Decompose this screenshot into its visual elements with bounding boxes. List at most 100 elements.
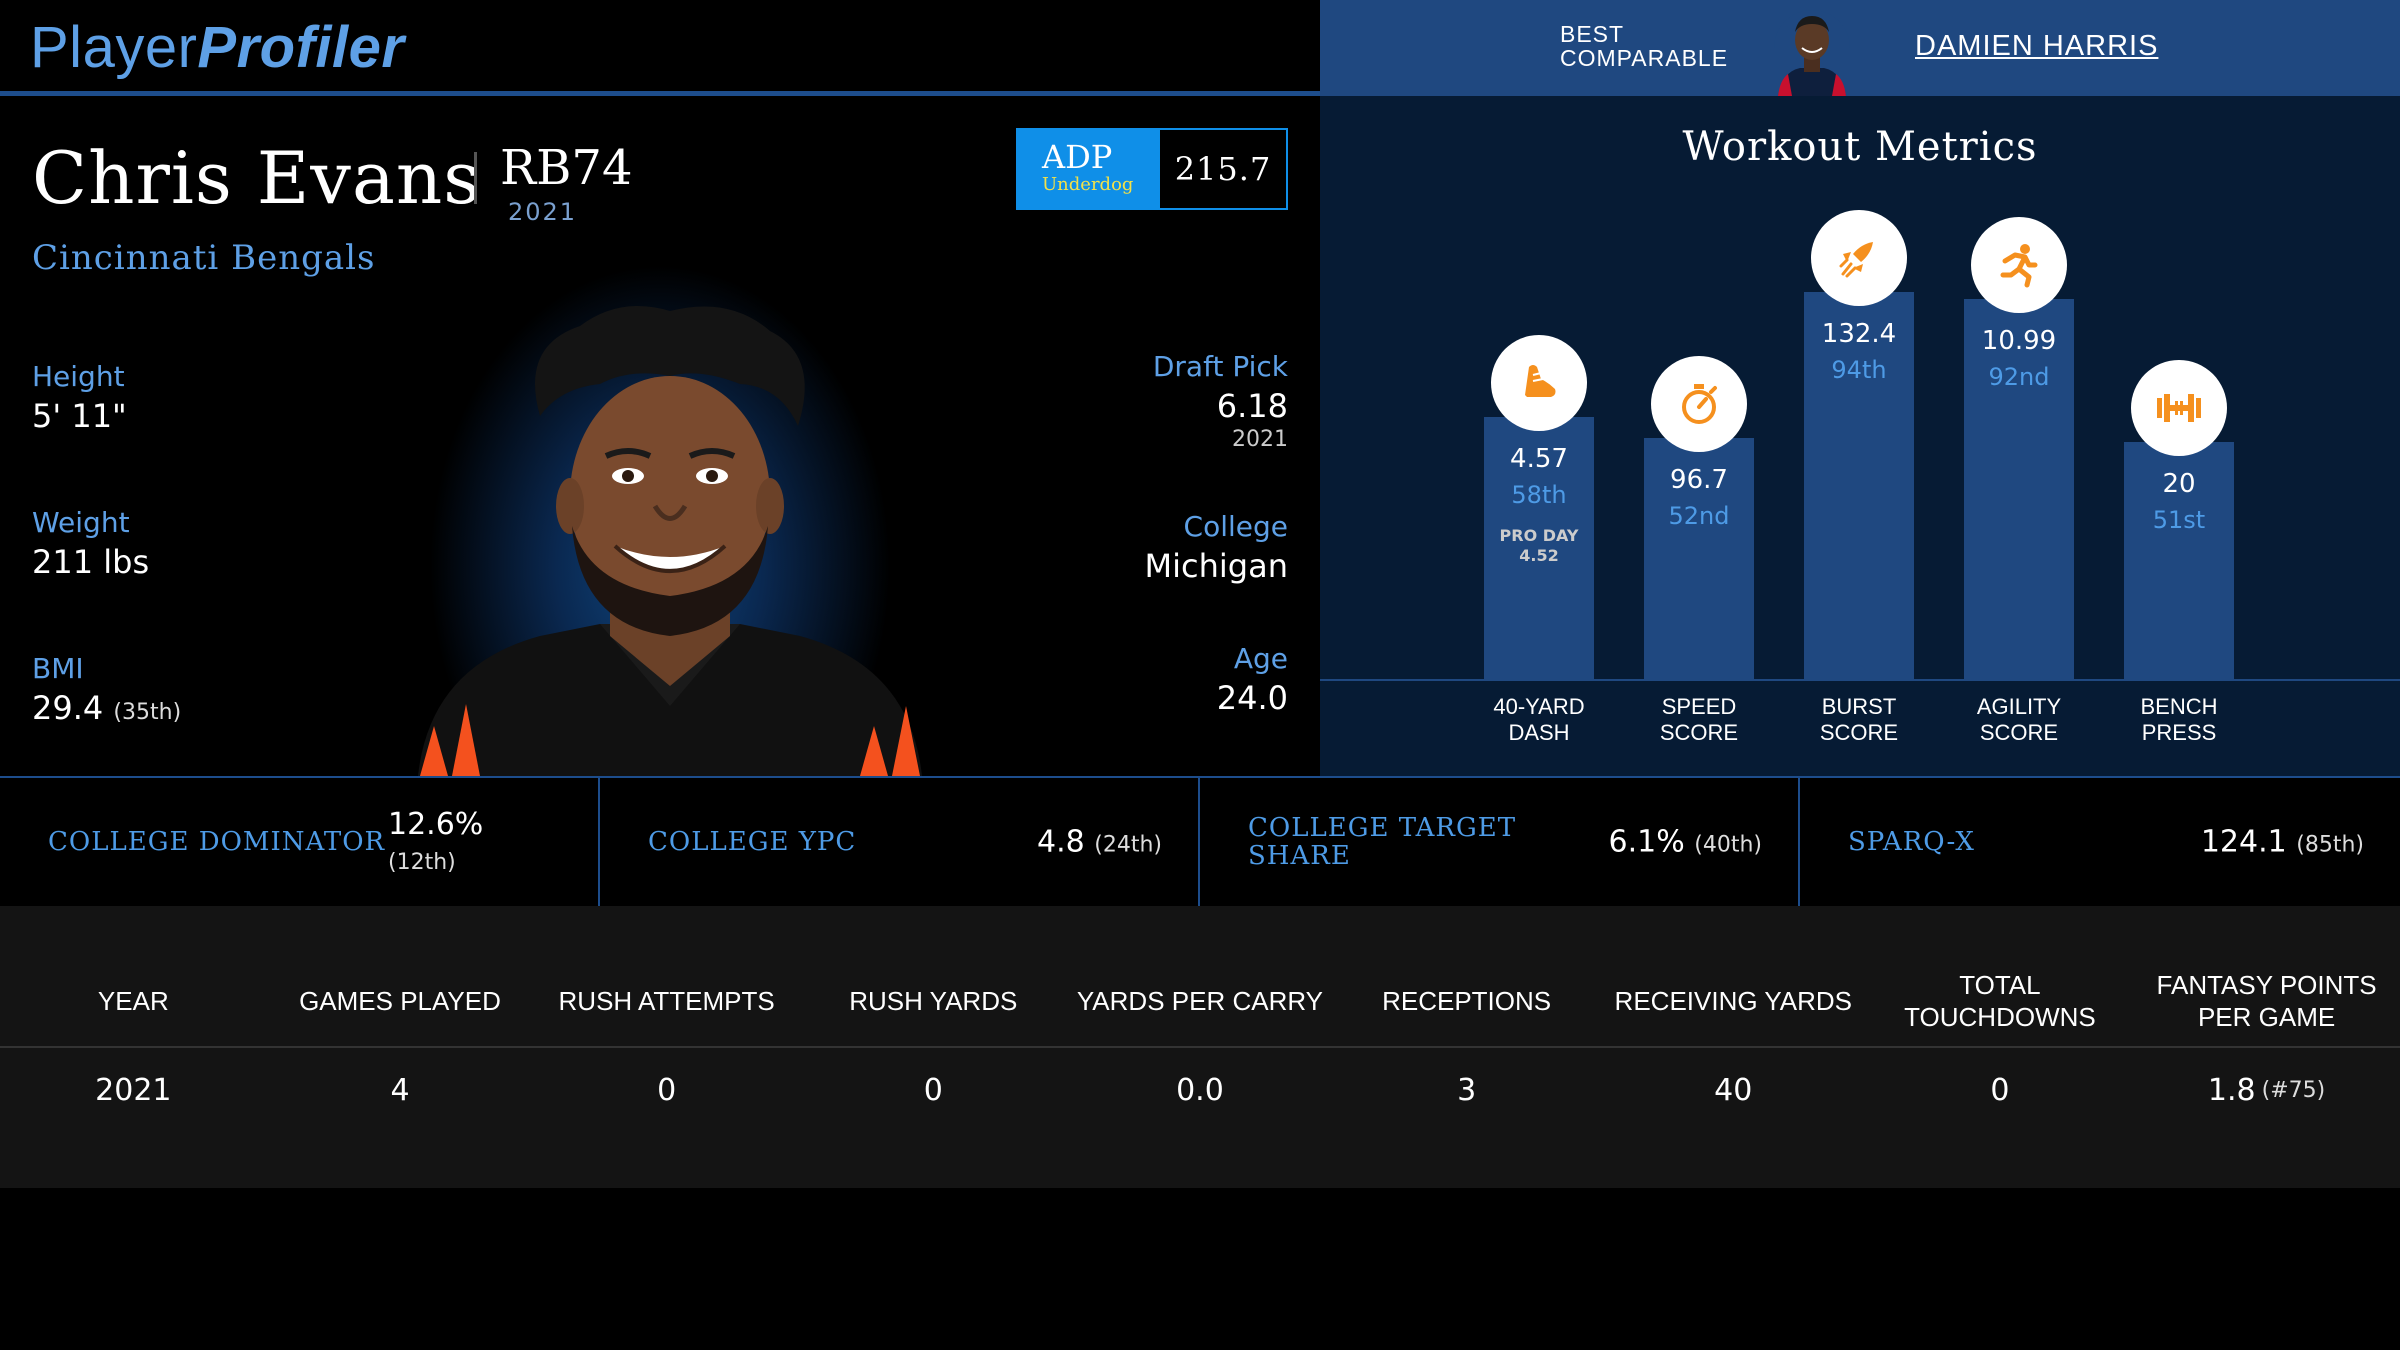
adp-value: 215.7 [1160,130,1286,208]
bmi-stat: BMI 29.4 (35th) [32,652,181,727]
college-label: College [1183,510,1288,543]
cell-year: 2021 [95,1072,172,1108]
adp-label-box: ADP Underdog [1018,130,1160,208]
name-divider [474,152,477,204]
bar-label-40-yard-dash-line1: 40-YARD [1493,694,1584,719]
table-row: 2021 4 0 0 0.0 3 40 0 1.8 (#75) [0,1050,2400,1130]
pro-day-value: 4.52 [1519,546,1558,565]
bar-burst-score[interactable] [1804,292,1914,680]
draft-pick-label: Draft Pick [1152,350,1288,383]
best-comparable-link[interactable]: DAMIEN HARRIS [1915,30,2159,62]
bar-bench-press[interactable] [2124,442,2234,680]
bar-40-yard-dash[interactable] [1484,417,1594,680]
best-comparable-avatar[interactable] [1774,10,1850,96]
weight-value: 211 lbs [32,543,150,581]
cell-fantasy-points-per-game: 1.8 (#75) [2133,1050,2400,1130]
bar-agility-score[interactable] [1964,299,2074,680]
bmi-rank: (35th) [113,700,182,725]
col-games-played[interactable]: GAMES PLAYED [299,986,501,1016]
college-target-share-metric: COLLEGE TARGET SHARE 6.1% (40th) [1200,778,1800,906]
bar-label-burst-score-line2: SCORE [1820,720,1898,745]
adp-box: ADP Underdog 215.7 [1016,128,1288,210]
col-rush-yards[interactable]: RUSH YARDS [849,986,1018,1016]
workout-metrics-panel: Workout Metrics 4.57 58th PRO DAY 4.52 40-YA… [1320,96,2400,776]
cell-total-touchdowns: 0 [1990,1072,2010,1108]
col-total-touchdowns[interactable]: TOTAL TOUCHDOWNS [1904,970,2096,1032]
bar-percentile-speed-score: 52nd [1669,502,1730,530]
bar-value-burst-score: 132.4 [1822,319,1896,349]
shoe-icon [1491,335,1587,431]
table-header-row: YEAR GAMES PLAYED RUSH ATTEMPTS RUSH YAR… [0,956,2400,1048]
player-card: Chris Evans RB74 2021 Cincinnati Bengals… [0,96,1320,776]
college-value: Michigan [1144,547,1288,585]
age-value: 24.0 [1216,679,1288,717]
sparq-x-metric: SPARQ-X 124.1 (85th) [1800,778,2400,906]
draft-pick-year: 2021 [1232,427,1288,452]
col-receptions[interactable]: RECEPTIONS [1382,986,1552,1016]
cell-games-played: 4 [390,1072,410,1108]
bar-label-burst-score-line1: BURST [1822,694,1897,719]
bar-speed-score[interactable] [1644,438,1754,680]
college-ypc-label[interactable]: COLLEGE YPC [648,827,857,857]
season-stats-table: YEAR GAMES PLAYED RUSH ATTEMPTS RUSH YAR… [0,906,2400,1188]
weight-label: Weight [32,506,130,539]
college-dominator-value-wrap: 12.6% (12th) [388,807,550,877]
col-fantasy-points-per-game[interactable]: FANTASY POINTS PER GAME [2156,970,2377,1032]
bmi-label: BMI [32,652,84,685]
logo-player-text: Player [30,15,198,80]
sparq-x-rank: (85th) [2296,832,2364,858]
bar-label-agility-score-line1: AGILITY [1977,694,2062,719]
sparq-x-label[interactable]: SPARQ-X [1848,827,1975,857]
bar-label-40-yard-dash-line2: DASH [1508,720,1569,745]
weight-stat: Weight 211 lbs [32,506,149,581]
college-dominator-value: 12.6% [388,807,484,842]
height-value: 5' 11" [32,397,127,435]
sparq-x-value-wrap: 124.1 (85th) [2201,825,2364,860]
age-label: Age [1233,642,1288,675]
college-ypc-rank: (24th) [1094,832,1162,858]
rocket-icon [1811,210,1907,306]
logo-profiler-text: Profiler [197,15,405,80]
best-comparable-label: BEST COMPARABLE [1560,21,1729,71]
college-dominator-label[interactable]: COLLEGE DOMINATOR [48,827,386,857]
cell-yards-per-carry: 0.0 [1176,1072,1224,1108]
bmi-value-wrap: 29.4 (35th) [32,689,181,727]
site-header: PlayerProfiler [0,0,1320,96]
best-comparable-bar: BEST COMPARABLE DAMIEN HARRIS [1320,0,2400,96]
adp-source: Underdog [1042,174,1134,195]
college-ypc-value-wrap: 4.8 (24th) [1037,825,1162,860]
draft-pick-value: 6.18 [1216,387,1288,425]
college-target-share-label[interactable]: COLLEGE TARGET SHARE [1248,813,1517,871]
col-rush-attempts[interactable]: RUSH ATTEMPTS [558,986,775,1016]
team-name[interactable]: Cincinnati Bengals [32,238,376,278]
bar-label-bench-press-line1: BENCH [2140,694,2217,719]
bar-value-bench-press: 20 [2162,469,2195,499]
stopwatch-icon [1651,356,1747,452]
college-target-share-value: 6.1% [1608,824,1685,860]
col-yards-per-carry[interactable]: YARDS PER CARRY [1076,986,1323,1016]
fpts-rank: (#75) [2261,1077,2326,1103]
bar-value-speed-score: 96.7 [1670,465,1728,495]
workout-title: Workout Metrics [1682,124,2038,170]
college-ypc-metric: COLLEGE YPC 4.8 (24th) [600,778,1200,906]
col-year[interactable]: YEAR [97,986,169,1016]
fpts-value: 1.8 [2207,1072,2256,1108]
bar-value-agility-score: 10.99 [1982,326,2056,356]
bar-percentile-40-yard-dash: 58th [1511,481,1566,509]
bar-label-speed-score-line2: SCORE [1660,720,1738,745]
cell-receptions: 3 [1457,1072,1477,1108]
col-receiving-yards[interactable]: RECEIVING YARDS [1614,986,1852,1016]
sparq-x-value: 124.1 [2200,824,2287,860]
position-rank-year: 2021 [508,198,578,226]
player-name: Chris Evans [32,136,482,220]
college-metrics-band: COLLEGE DOMINATOR 12.6% (12th) COLLEGE Y… [0,776,2400,906]
playerprofiler-logo[interactable]: PlayerProfiler [30,14,404,81]
college-dominator-rank: (12th) [388,850,456,875]
college-ypc-value: 4.8 [1037,824,1085,860]
college-stat: College Michigan [1145,510,1288,585]
college-target-share-rank: (40th) [1694,832,1762,858]
dumbbell-icon [2131,360,2227,456]
bar-label-bench-press-line2: PRESS [2142,720,2217,745]
pro-day-label: PRO DAY [1500,526,1579,545]
